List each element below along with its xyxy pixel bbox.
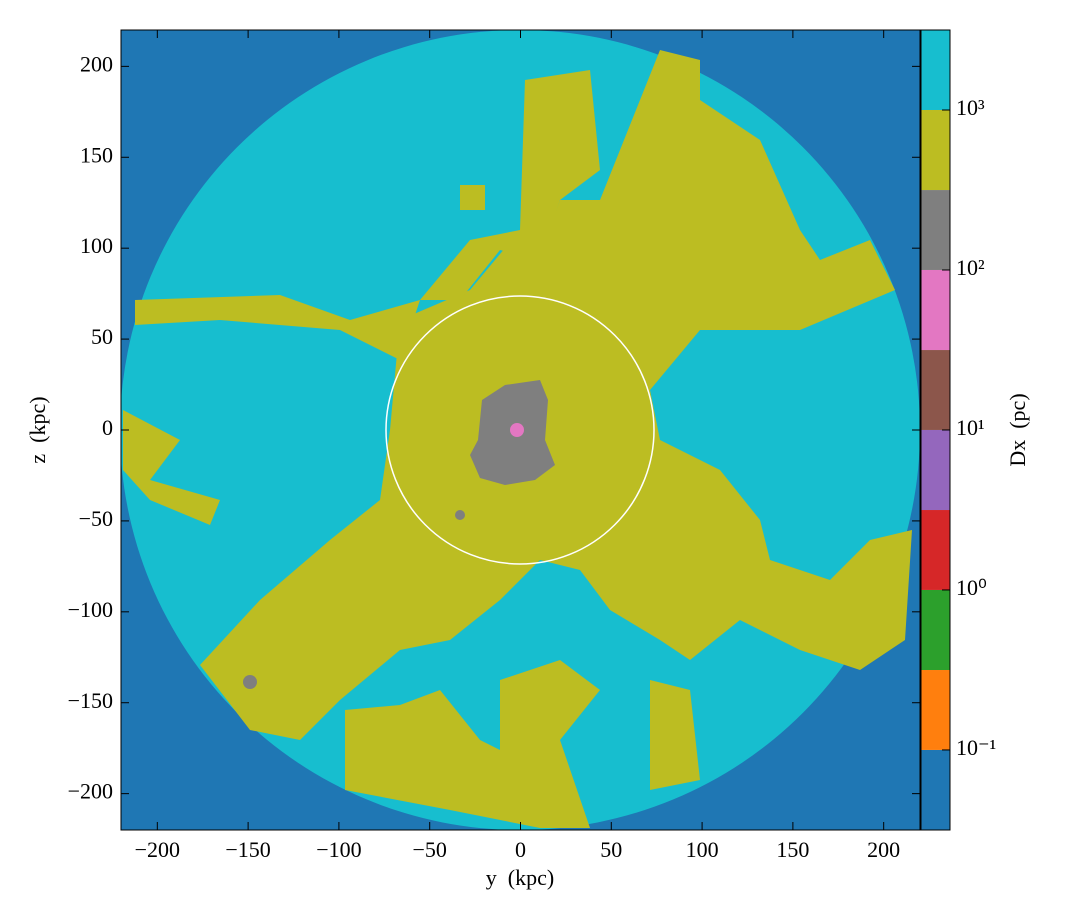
x-tick-label: −50	[412, 837, 446, 862]
colorbar-band	[921, 510, 950, 590]
map-region	[243, 675, 257, 689]
colorbar-tick-label: 10⁻¹	[956, 735, 996, 760]
colorbar-band	[921, 670, 950, 750]
x-tick-label: 100	[686, 837, 719, 862]
x-tick-label: 150	[776, 837, 809, 862]
x-tick-label: −200	[135, 837, 180, 862]
colorbar-band	[921, 109, 950, 191]
x-tick-label: −100	[316, 837, 361, 862]
annotation-circle	[385, 295, 655, 565]
colorbar-tick-label: 10⁰	[956, 575, 987, 600]
colorbar-band	[921, 429, 950, 511]
colorbar-band	[921, 589, 950, 671]
x-axis-label: y (kpc)	[486, 865, 554, 890]
map-region	[455, 510, 465, 520]
x-tick-label: 50	[600, 837, 622, 862]
y-tick-label: 0	[102, 415, 113, 440]
colorbar-band	[921, 190, 950, 270]
y-axis-label: z (kpc)	[25, 396, 50, 463]
map-region	[420, 70, 600, 300]
y-tick-label: 200	[80, 51, 113, 76]
y-tick-label: −150	[68, 688, 113, 713]
colorbar-band	[921, 749, 950, 830]
x-tick-label: 0	[515, 837, 526, 862]
colorbar-band	[921, 269, 950, 351]
map-region	[510, 423, 524, 437]
map-region	[200, 50, 912, 740]
map	[121, 30, 920, 830]
colorbar-tick-label: 10¹	[956, 415, 985, 440]
colorbar-band	[921, 30, 950, 110]
map-region	[123, 410, 220, 525]
x-tick-label: −150	[225, 837, 270, 862]
colorbar-tick-label: 10³	[956, 95, 985, 120]
y-tick-label: 150	[80, 142, 113, 167]
y-tick-label: 50	[91, 324, 113, 349]
map-region	[650, 680, 700, 790]
map-region	[345, 660, 600, 828]
x-tick-label: 200	[867, 837, 900, 862]
map-region	[460, 185, 485, 210]
y-tick-label: −50	[79, 506, 113, 531]
colorbar-label: Dx (pc)	[1005, 393, 1030, 466]
y-tick-label: −100	[68, 597, 113, 622]
colorbar-tick-label: 10²	[956, 255, 985, 280]
y-tick-label: 100	[80, 233, 113, 258]
map-region	[135, 295, 420, 360]
colorbar-band	[921, 350, 950, 430]
y-tick-label: −200	[68, 779, 113, 804]
